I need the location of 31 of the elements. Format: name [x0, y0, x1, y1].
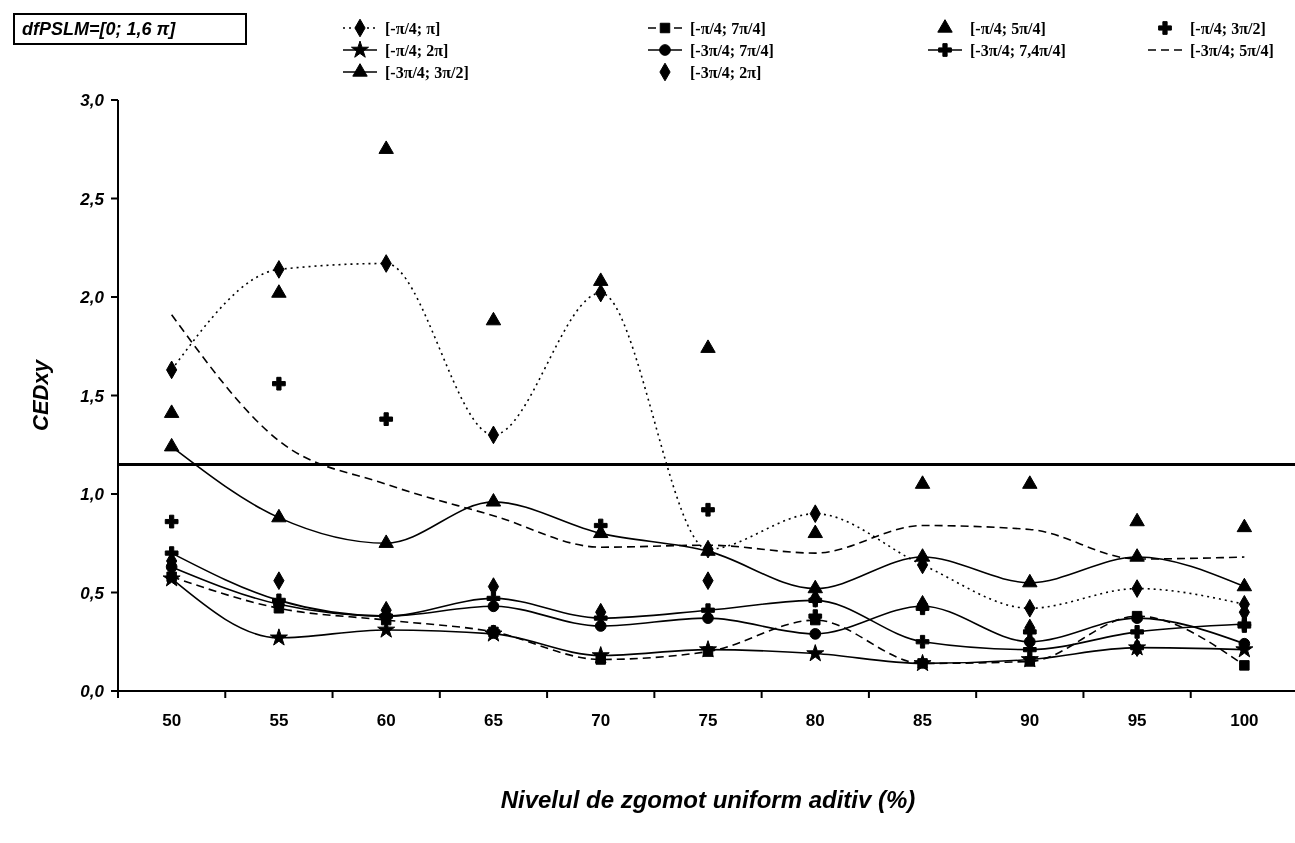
legend-label: [-3π/4; 7π/4]	[690, 42, 774, 59]
x-axis-title: Nivelul de zgomot uniform aditiv (%)	[500, 786, 916, 813]
y-tick-label: 1,0	[80, 485, 105, 504]
x-tick-label: 85	[913, 711, 933, 730]
y-tick-label: 2,0	[79, 288, 105, 307]
y-tick-label: 3,0	[80, 91, 105, 110]
x-tick-label: 50	[162, 711, 182, 730]
y-tick-label: 0,5	[80, 583, 105, 603]
x-tick-label: 95	[1127, 711, 1147, 730]
legend-label: [-3π/4; 5π/4]	[1190, 42, 1274, 59]
y-tick-label: 1,5	[80, 386, 105, 406]
x-tick-label: 90	[1020, 711, 1040, 730]
x-tick-label: 55	[269, 711, 289, 730]
x-tick-label: 60	[376, 711, 396, 730]
x-tick-label: 70	[591, 711, 611, 730]
legend-label: [-π/4; 5π/4]	[970, 20, 1046, 37]
y-axis-title: CEDxy	[28, 358, 53, 431]
legend-label: [-3π/4; 3π/2]	[385, 64, 469, 81]
x-tick-label: 75	[698, 711, 718, 730]
y-tick-label: 2,5	[79, 189, 105, 209]
y-tick-label: 0,0	[80, 682, 105, 701]
legend-label: [-3π/4; 2π]	[690, 64, 762, 81]
legend-label: [-π/4; 3π/2]	[1190, 20, 1266, 37]
chart-title: dfPSLM=[0; 1,6 π]	[22, 19, 177, 39]
legend-label: [-π/4; 7π/4]	[690, 20, 766, 37]
legend-label: [-π/4; 2π]	[385, 42, 449, 59]
x-tick-label: 80	[805, 711, 825, 730]
x-tick-label: 65	[483, 711, 503, 730]
legend-label: [-π/4; π]	[385, 20, 441, 37]
legend-label: [-3π/4; 7,4π/4]	[970, 42, 1066, 59]
x-tick-label: 100	[1230, 711, 1259, 730]
